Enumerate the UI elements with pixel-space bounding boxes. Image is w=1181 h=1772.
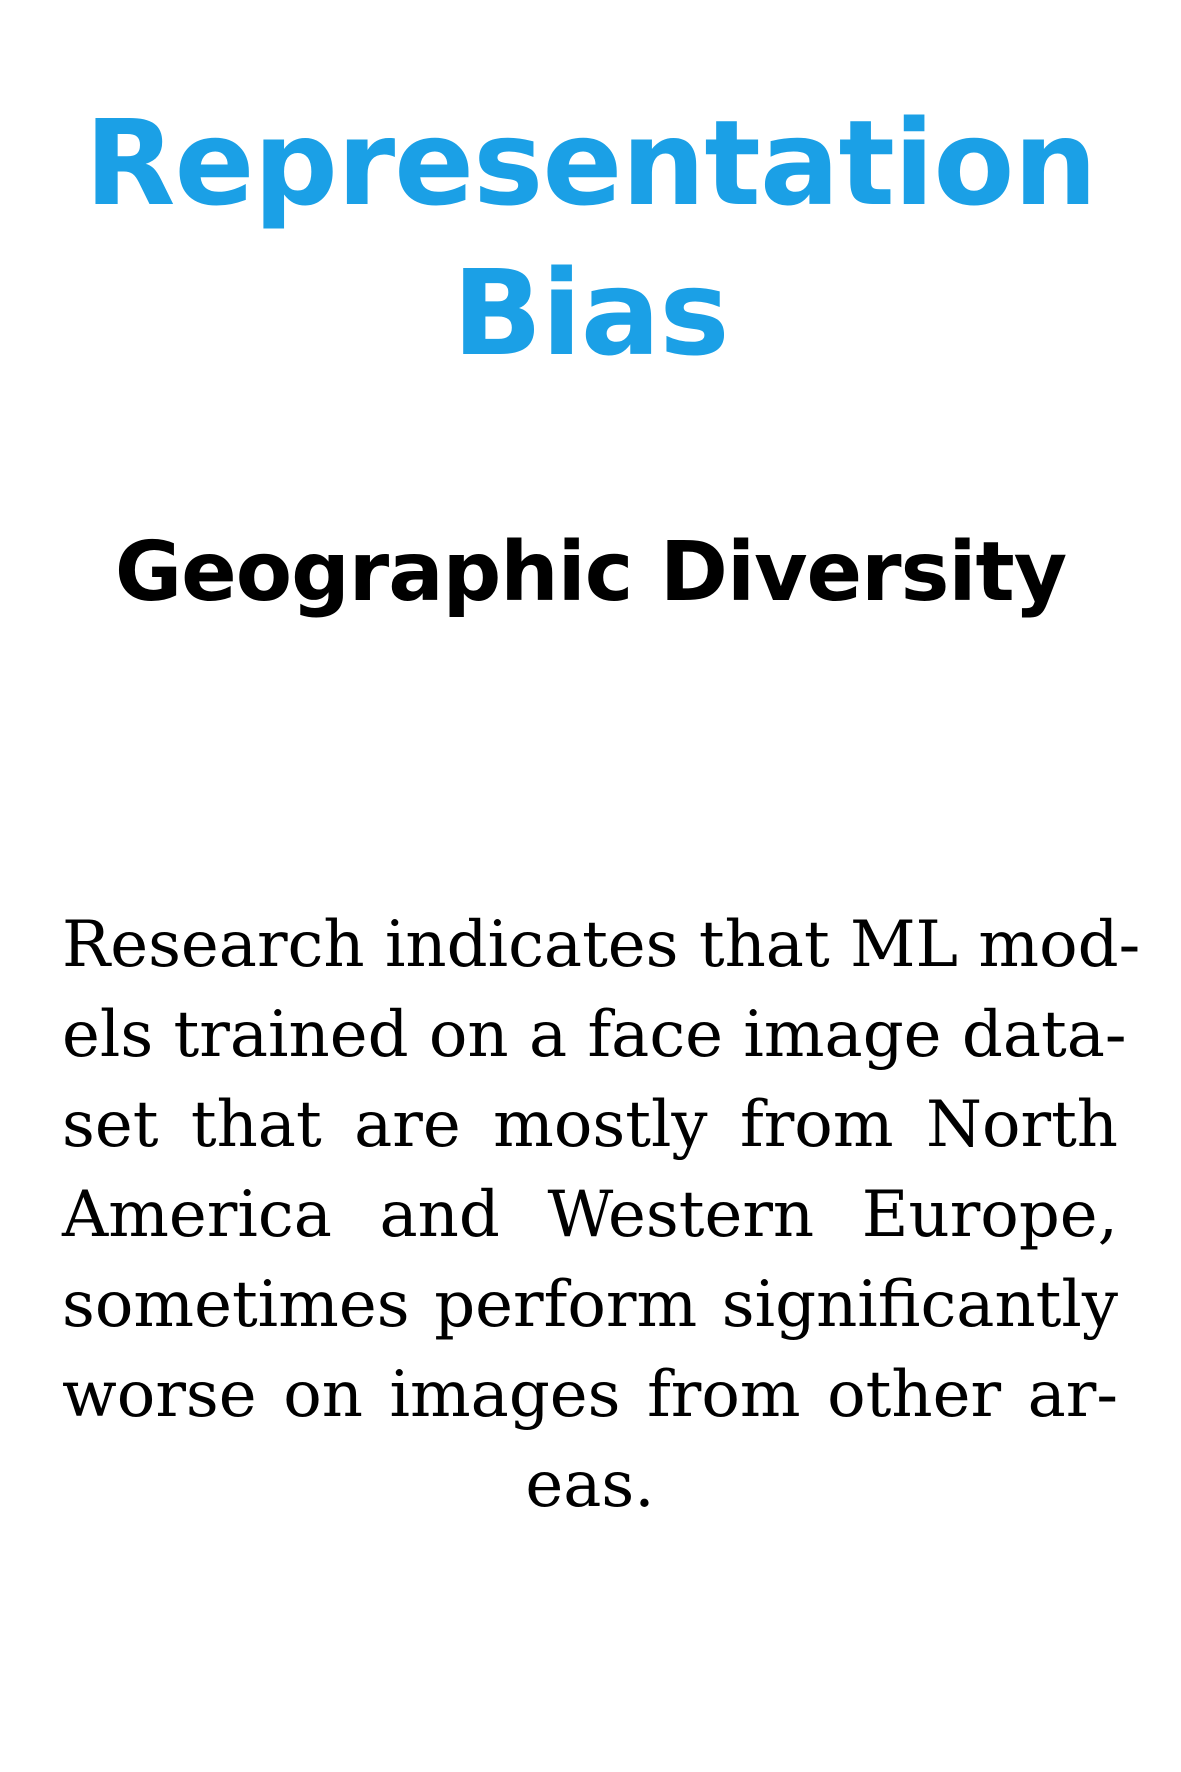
card-title-line-2: Bias	[452, 244, 729, 382]
description-line: eas.	[525, 1448, 655, 1522]
card-subtitle: Geographic Diversity	[114, 525, 1067, 620]
card-title: Representation Bias	[60, 88, 1121, 388]
card-title-line-1: Representation	[84, 94, 1098, 232]
description-line: sometimes perform significantly	[62, 1268, 1118, 1342]
description-line: els trained on a face image data-	[62, 998, 1127, 1072]
description-line: America and Western Europe,	[62, 1178, 1118, 1252]
card-description: Research indicates that ML mod- els trai…	[62, 900, 1141, 1530]
description-line: Research indicates that ML mod-	[62, 908, 1141, 982]
description-line: worse on images from other ar-	[62, 1358, 1118, 1432]
description-line: set that are mostly from North	[62, 1088, 1118, 1162]
